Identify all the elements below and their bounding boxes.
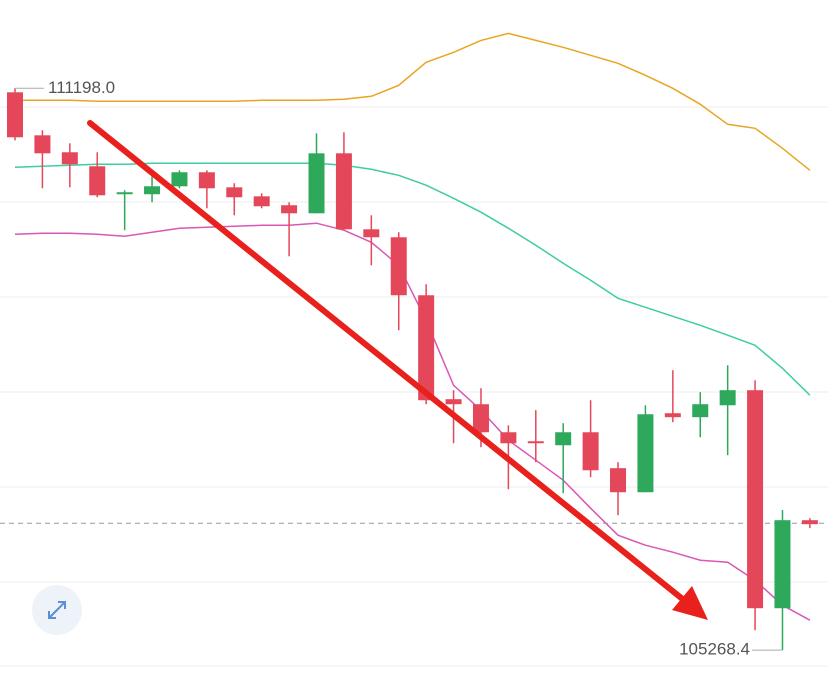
candle-body	[637, 414, 654, 493]
candle-body	[61, 152, 78, 165]
candle-body	[555, 432, 572, 446]
ma-line	[15, 32, 811, 171]
trend-arrow	[87, 120, 708, 620]
candle-body	[198, 172, 215, 189]
candle-body	[363, 229, 380, 238]
candle-body	[747, 390, 764, 609]
candle-body	[500, 432, 517, 444]
candle-body	[664, 413, 681, 418]
expand-button[interactable]	[32, 585, 82, 635]
candle-body	[281, 205, 298, 214]
candle-body	[582, 432, 599, 471]
candle-body	[226, 187, 243, 198]
candle-body	[610, 468, 627, 493]
max-label: 111198.0	[48, 78, 115, 97]
candle-body	[692, 404, 709, 418]
candle-body	[445, 399, 462, 405]
candle-body	[253, 196, 270, 207]
candle-body	[719, 390, 736, 406]
candle-body	[418, 295, 435, 401]
candle-body	[335, 153, 352, 230]
candle-body	[34, 135, 51, 154]
candle-body	[527, 441, 544, 444]
candle-body	[308, 153, 325, 214]
candle-body	[774, 520, 791, 609]
arrow-shaft	[87, 120, 693, 608]
candle-body	[89, 166, 106, 196]
candle-body	[801, 520, 818, 525]
candle-body	[472, 404, 489, 433]
candle-body	[116, 192, 133, 195]
ma-line	[14, 162, 811, 396]
arrow-head	[672, 586, 708, 620]
candle-body	[7, 92, 23, 138]
expand-icon[interactable]	[48, 601, 66, 619]
candle-body	[171, 172, 188, 187]
candle-body	[144, 186, 161, 195]
marks: 111198.0 105268.4	[0, 32, 828, 659]
min-label: 105268.4	[679, 640, 750, 659]
candle-body	[390, 237, 407, 296]
ma-line	[14, 222, 811, 621]
